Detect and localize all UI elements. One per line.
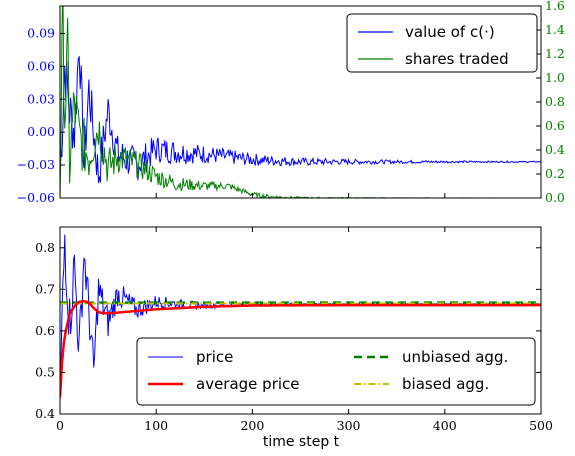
bottom-x-tick-label: 0 — [56, 418, 64, 433]
bottom-ticks: 0.8 0.7 0.6 0.5 0.40 100 200 300 400 500 — [35, 227, 553, 433]
top-right-tick-label: 1.6 — [545, 0, 565, 13]
bottom-legend-box — [136, 337, 536, 406]
bottom-y-tick-label: 0.6 — [35, 323, 55, 338]
bottom-x-tick-label: 300 — [337, 418, 361, 433]
top-legend: value of c(·) shares traded — [346, 13, 538, 73]
x-axis-label: time step t — [263, 434, 340, 450]
top-right-tick-label: 1.2 — [545, 46, 565, 61]
legend-label-price: price — [196, 348, 233, 366]
top-right-tick-label: 0.6 — [545, 118, 565, 133]
bottom-plot-lines — [60, 234, 541, 398]
bottom-panel: 0.8 0.7 0.6 0.5 0.40 100 200 300 400 500 price av… — [35, 226, 553, 450]
bottom-x-tick-label: 500 — [529, 418, 553, 433]
legend-label-c-value: value of c(·) — [405, 23, 495, 41]
top-legend-box — [346, 13, 538, 73]
series-line-c-value — [60, 55, 541, 184]
series-line-average-price — [60, 299, 541, 398]
bottom-x-tick-label: 400 — [433, 418, 457, 433]
top-right-tick-label: 1.0 — [545, 70, 565, 85]
top-left-tick-label: 0.06 — [27, 58, 55, 73]
top-right-tick-label: 0.4 — [545, 142, 565, 157]
bottom-y-tick-label: 0.5 — [35, 364, 55, 379]
top-left-tick-label: −0.03 — [17, 157, 55, 172]
top-left-tick-label: 0.03 — [27, 91, 55, 106]
legend-label-shares-traded: shares traded — [405, 50, 509, 68]
top-right-tick-label: 1.4 — [545, 22, 565, 37]
bottom-x-tick-label: 100 — [144, 418, 168, 433]
bottom-y-tick-label: 0.8 — [35, 240, 55, 255]
top-right-tick-label: 0.2 — [545, 166, 565, 181]
legend-label-average-price: average price — [196, 375, 300, 393]
top-right-tick-label: 0.0 — [545, 190, 565, 205]
bottom-y-tick-label: 0.4 — [35, 406, 55, 421]
top-right-tick-label: 0.8 — [545, 94, 565, 109]
bottom-axes-frame — [59, 226, 542, 415]
top-left-tick-label: −0.06 — [17, 190, 55, 205]
top-left-tick-label: 0.09 — [27, 25, 55, 40]
top-left-tick-label: 0.00 — [27, 124, 55, 139]
legend-label-biased-agg: biased agg. — [402, 375, 489, 393]
bottom-x-tick-label: 200 — [240, 418, 264, 433]
legend-label-unbiased-agg: unbiased agg. — [402, 348, 508, 366]
top-ticks: 0.09 0.06 0.03 0.00 −0.03 −0.06 1.6 1.4 1.2 1.0 0.… — [17, 0, 565, 205]
bottom-y-tick-label: 0.7 — [35, 281, 55, 296]
bottom-legend: price average price unbiased agg. biased… — [136, 337, 536, 406]
top-panel: 0.09 0.06 0.03 0.00 −0.03 −0.06 1.6 1.4 1.2 1.0 0.… — [17, 0, 565, 205]
